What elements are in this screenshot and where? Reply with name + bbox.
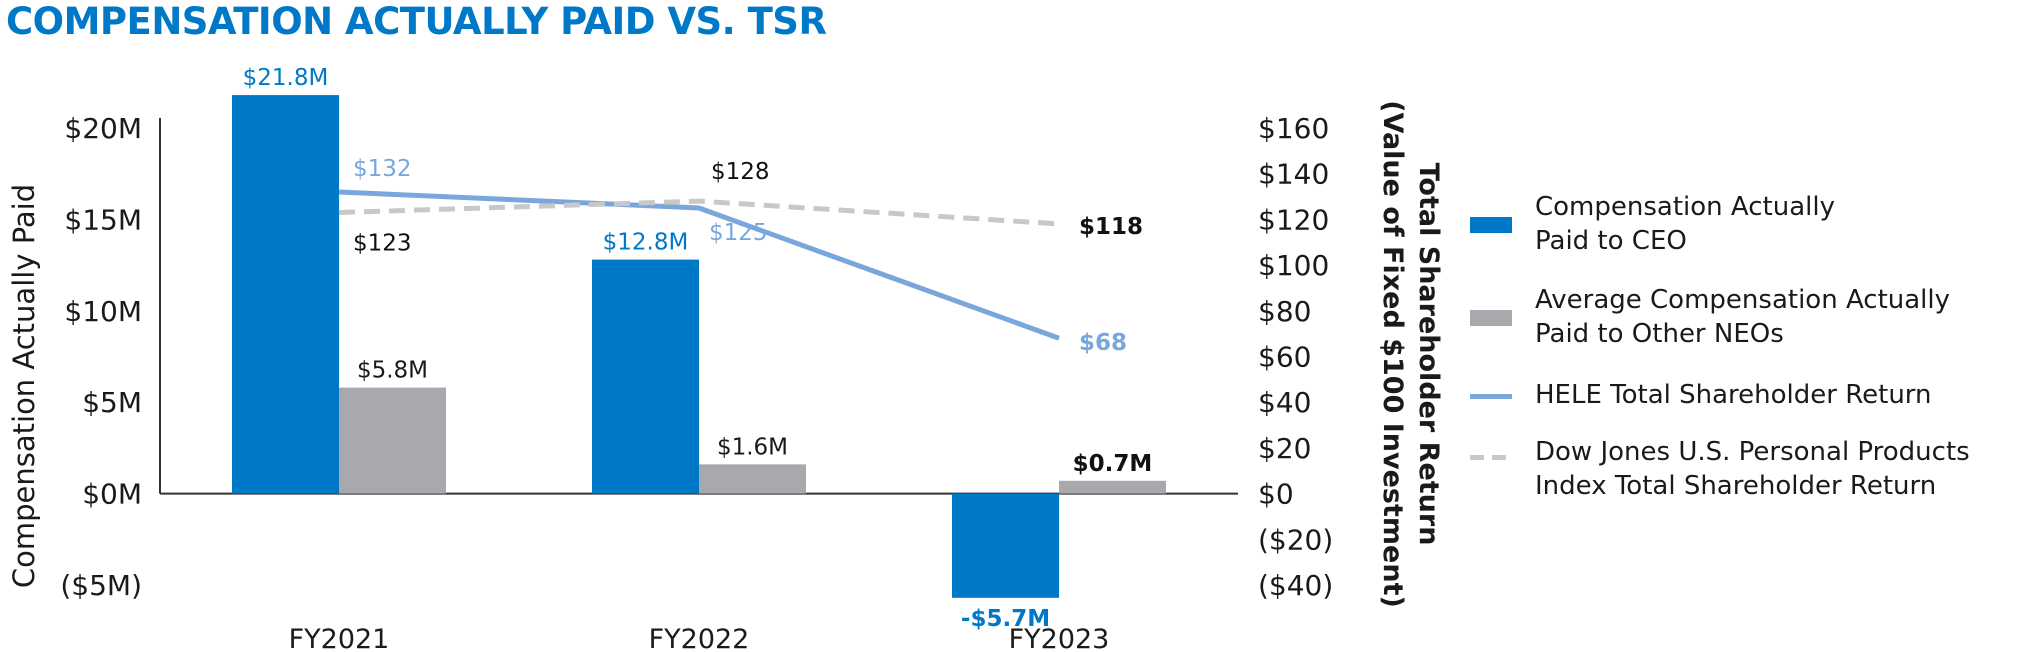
legend-item: Average Compensation Actually Paid to Ot… [1470, 283, 1950, 351]
x-axis-category-label: FY2021 [289, 624, 390, 652]
legend-item: Compensation Actually Paid to CEO [1470, 190, 1835, 258]
left-axis-tick-label: $0M [82, 478, 142, 511]
index-tsr-label: $123 [353, 231, 412, 257]
right-axis-tick-label: $100 [1258, 249, 1329, 282]
right-axis-tick-label: $140 [1258, 158, 1329, 191]
right-axis-title-line2: (Value of Fixed $100 Investment) [1377, 100, 1408, 608]
right-axis-tick-label: $40 [1258, 386, 1311, 419]
right-axis-tick-label: ($40) [1258, 569, 1333, 602]
right-axis-tick-label: $120 [1258, 203, 1329, 236]
bar-data-label: $0.7M [1073, 451, 1153, 477]
right-axis-tick-label: $20 [1258, 432, 1311, 465]
bar [699, 464, 806, 494]
legend-label: Average Compensation Actually Paid to Ot… [1535, 285, 1951, 349]
left-axis-tick-label: $15M [64, 203, 142, 236]
right-axis-title-line1: Total Shareholder Return [1413, 163, 1444, 546]
left-axis-tick-label: $5M [82, 386, 142, 419]
legend-item: Dow Jones U.S. Personal Products Index T… [1470, 435, 1970, 503]
right-axis-tick-label: $60 [1258, 341, 1311, 374]
bar-data-label: $1.6M [717, 434, 788, 460]
legend-swatch [1470, 394, 1512, 399]
right-axis-tick-label: $160 [1258, 112, 1329, 145]
bar-data-label: $5.8M [357, 358, 428, 384]
legend-label: Dow Jones U.S. Personal Products Index T… [1535, 437, 1970, 501]
bar [232, 95, 339, 494]
legend-swatch [1470, 455, 1512, 460]
index-tsr-line [338, 198, 1060, 227]
x-axis-category-label: FY2022 [649, 624, 750, 652]
left-axis-tick-label: $20M [64, 112, 142, 145]
left-axis-tick-label: ($5M) [60, 569, 142, 602]
right-axis-tick-label: $80 [1258, 295, 1311, 328]
chart-title: COMPENSATION ACTUALLY PAID VS. TSR [6, 0, 827, 43]
index-tsr-label: $118 [1079, 214, 1143, 240]
legend-item: HELE Total Shareholder Return [1470, 378, 1932, 412]
left-axis-tick-label: $10M [64, 295, 142, 328]
bar [339, 387, 446, 494]
bar [952, 493, 1059, 598]
index-tsr-label: $128 [711, 159, 770, 185]
x-axis-category-label: FY2023 [1009, 624, 1110, 652]
bar [592, 259, 699, 494]
legend-label: Compensation Actually Paid to CEO [1535, 192, 1835, 256]
bar [1059, 480, 1166, 494]
hele-tsr-line [338, 189, 1060, 341]
bar-data-label: -$5.7M [961, 606, 1050, 632]
legend-swatch [1470, 217, 1512, 233]
left-axis-title: Compensation Actually Paid [7, 184, 41, 588]
hele-tsr-label: $125 [709, 220, 768, 246]
legend-swatch [1470, 310, 1512, 326]
right-axis-tick-label: ($20) [1258, 523, 1333, 556]
hele-tsr-label: $68 [1079, 330, 1127, 356]
hele-tsr-label: $132 [353, 156, 412, 182]
right-axis-tick-label: $0 [1258, 478, 1294, 511]
bar-data-label: $21.8M [243, 65, 329, 91]
bar-data-label: $12.8M [603, 230, 689, 256]
legend-label: HELE Total Shareholder Return [1535, 380, 1932, 410]
